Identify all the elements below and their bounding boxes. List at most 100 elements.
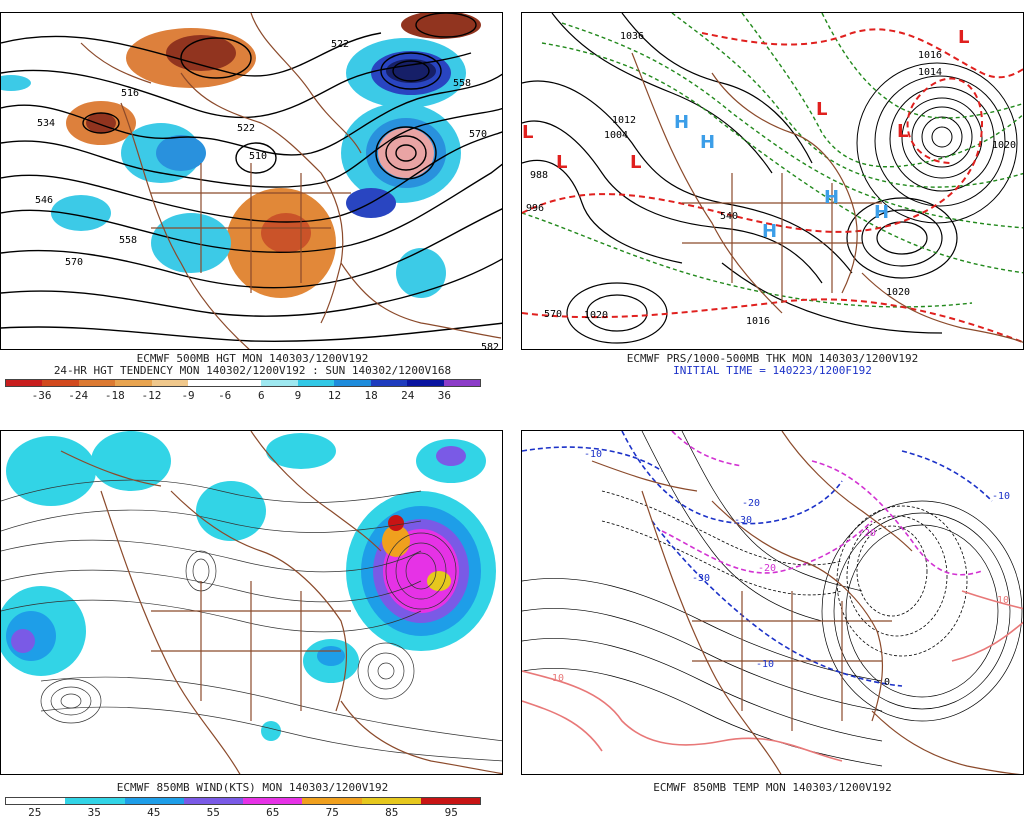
low-pressure-center: L (556, 152, 567, 173)
contour-label: 1036 (620, 31, 644, 42)
contour-label: 540 (720, 211, 738, 222)
contour-label: 558 (119, 235, 137, 246)
contour-label: 996 (526, 203, 544, 214)
colorbar-tick-label: -18 (104, 389, 125, 402)
colorbar-tick-label: -9 (181, 389, 195, 402)
low-pressure-center: L (816, 99, 827, 120)
colorbar-tick-label: 9 (294, 389, 302, 402)
colorbar-tick-label: 75 (325, 806, 339, 819)
contour-labels: -10 -10 -20 -30 -30 -20 -20 -10 0 10 10 (552, 449, 1010, 688)
colorbar-swatch (361, 798, 421, 804)
colorbar-tick-label: 35 (87, 806, 101, 819)
caption-850mb-temp: ECMWF 850MB TEMP MON 140303/1200V192 (653, 781, 892, 794)
colorbar-tick-label: 25 (28, 806, 42, 819)
contour-label: 522 (237, 123, 255, 134)
contour-label: 570 (544, 309, 562, 320)
contour-label: 1020 (886, 287, 910, 298)
high-pressure-center: H (824, 187, 839, 208)
contour-label: -10 (584, 449, 602, 460)
colorbar-swatch (261, 380, 298, 386)
high-pressure-center: H (700, 132, 715, 153)
coastlines (80, 13, 502, 349)
low-pressure-center: L (897, 121, 908, 142)
high-pressure-center: H (874, 202, 889, 223)
contour-labels: 522 558 516 534 546 570 558 510 522 570 … (35, 39, 499, 349)
contour-label: 988 (530, 170, 548, 181)
contour-label: -30 (734, 515, 752, 526)
colorbar-tick-label: 55 (206, 806, 220, 819)
colorbar-swatch (407, 380, 444, 386)
colorbar-swatch (370, 380, 408, 386)
colorbar-swatch (42, 380, 79, 386)
colorbar-swatch (224, 380, 262, 386)
colorbar-swatch (65, 798, 125, 804)
streamlines (1, 479, 502, 762)
contour-label: 1020 (584, 310, 608, 321)
contour-label: 546 (35, 195, 53, 206)
wind-colorbar-ticks: 25 35 45 55 65 75 85 95 (5, 807, 481, 819)
low-pressure-center: L (522, 122, 533, 143)
temperature-contours (522, 431, 1023, 767)
coastlines (591, 431, 1021, 774)
contour-label: 570 (469, 129, 487, 140)
isotherm-plus-10 (522, 590, 1023, 762)
contour-label: -10 (756, 659, 774, 670)
colorbar-tick-label: -12 (141, 389, 162, 402)
colorbar-swatch (151, 380, 189, 386)
colorbar-swatch (6, 380, 43, 386)
contour-label: 534 (37, 118, 55, 129)
low-pressure-center: L (630, 152, 641, 173)
contour-label: 1012 (612, 115, 636, 126)
height-tendency-shading (1, 13, 481, 298)
contour-label: 570 (65, 257, 83, 268)
storm-isobars (856, 62, 1018, 224)
high-pressure-center: H (762, 221, 777, 242)
contour-label: 516 (121, 88, 139, 99)
contour-label: 1004 (604, 130, 628, 141)
colorbar-tick-label: 12 (327, 389, 342, 402)
map-pressure-thickness: 988 996 1004 1012 1020 1020 1016 1014 10… (521, 12, 1024, 350)
colorbar-swatch (443, 380, 481, 386)
pressure-centers: L L L L H H H H H L L (522, 27, 969, 242)
contour-label: 1020 (992, 140, 1016, 151)
panel-850mb-temp: -10 -10 -20 -30 -30 -20 -20 -10 0 10 10 … (521, 418, 1024, 819)
contour-label: -20 (742, 498, 760, 509)
negative-isotherms (601, 490, 968, 657)
contour-label: 558 (453, 78, 471, 89)
colorbar-swatch (188, 380, 225, 386)
panel-pressure-thickness: 988 996 1004 1012 1020 1020 1016 1014 10… (521, 0, 1024, 409)
coastlines (631, 52, 1023, 343)
colorbar-swatch (183, 798, 243, 804)
caption-pressure-thickness: ECMWF PRS/1000-500MB THK MON 140303/1200… (626, 352, 919, 365)
colorbar-tick-label: 36 (437, 389, 451, 402)
high-pressure-center: H (674, 112, 689, 133)
contour-labels: 988 996 1004 1012 1020 1020 1016 1014 10… (526, 31, 1016, 327)
colorbar-swatch (115, 380, 152, 386)
colorbar-tick-label: 18 (364, 389, 378, 402)
tendency-colorbar-ticks: -36 -24 -18 -12 -9 -6 6 9 12 18 24 36 (5, 390, 481, 402)
colorbar-tick-label: 24 (401, 389, 415, 402)
colorbar-tick-label: -6 (218, 389, 232, 402)
contour-label: -30 (692, 573, 710, 584)
contour-label: -20 (758, 563, 776, 574)
coastlines (60, 431, 502, 774)
colorbar-tick-label: 6 (257, 389, 265, 402)
contour-label: 1016 (746, 316, 770, 327)
colorbar-tick-label: 65 (266, 806, 280, 819)
map-850mb-temp: -10 -10 -20 -30 -30 -20 -20 -10 0 10 10 (521, 430, 1024, 775)
caption-initial-time: INITIAL TIME = 140223/1200F192 (673, 364, 872, 377)
contour-label: 10 (552, 673, 564, 684)
contour-label: 522 (331, 39, 349, 50)
contour-label: 510 (249, 151, 267, 162)
caption-height-tendency: 24-HR HGT TENDENCY MON 140302/1200V192 :… (53, 364, 452, 377)
contour-label: -10 (992, 491, 1010, 502)
contour-label: -20 (858, 528, 876, 539)
colorbar-swatch (334, 380, 371, 386)
colorbar-swatch (243, 798, 303, 804)
map-850mb-wind (0, 430, 503, 775)
colorbar-tick-label: 45 (147, 806, 161, 819)
caption-850mb-wind: ECMWF 850MB WIND(KTS) MON 140303/1200V19… (116, 781, 389, 794)
contour-label: 1016 (918, 50, 942, 61)
colorbar-swatch (420, 798, 480, 804)
panel-500mb-height: 522 558 516 534 546 570 558 510 522 570 … (0, 0, 505, 409)
